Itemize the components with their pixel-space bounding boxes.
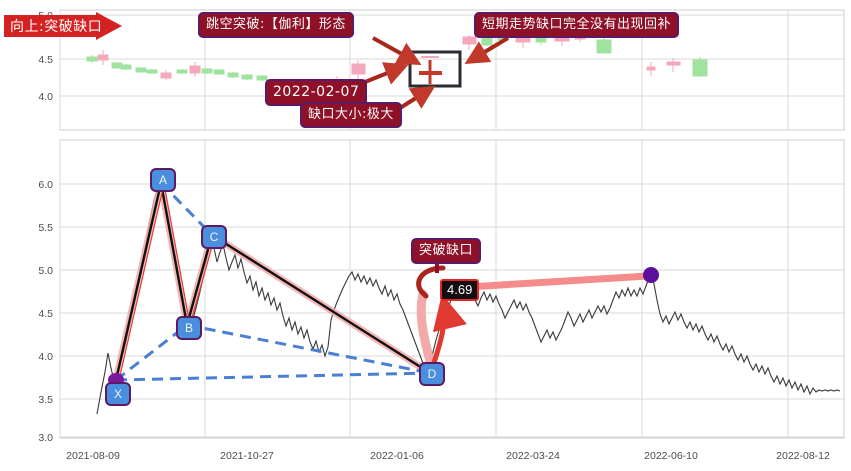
banner-up-gap: 向上:突破缺口 [4, 12, 128, 40]
top-ytick-1: 4.5 [38, 54, 53, 66]
pattern-legs [112, 179, 434, 384]
btm-ytick-5: 3.5 [38, 394, 53, 406]
bottom-panel-xticks: 2021-08-09 2021-10-27 2022-01-06 2022-03… [66, 450, 830, 462]
pattern-label-d: D [419, 362, 445, 386]
gap-prior-candle [421, 56, 439, 58]
btm-ytick-2: 5.0 [38, 265, 53, 277]
btm-xtick-0: 2021-08-09 [66, 450, 120, 462]
btm-ytick-6: 3.0 [38, 432, 53, 444]
pattern-label-a: A [150, 168, 176, 192]
anno-breakout-gap: 突破缺口 [411, 238, 482, 264]
top-ytick-2: 4.0 [38, 91, 53, 103]
anno-no-fill: 短期走势缺口完全没有出现回补 [474, 12, 680, 38]
btm-ytick-3: 4.5 [38, 308, 53, 320]
pattern-label-c: C [201, 225, 227, 249]
anno-date: 2022-02-07 [265, 79, 368, 106]
btm-xtick-5: 2022-08-12 [776, 450, 830, 462]
banner-up-gap-text: 向上:突破缺口 [10, 19, 103, 35]
price-marker-label: 4.69 [440, 279, 480, 301]
banner-arrow-shape [4, 12, 122, 40]
top-annotation-arrows [344, 36, 510, 110]
anno-gap-size: 缺口大小:极大 [300, 102, 402, 128]
btm-ytick-4: 4.0 [38, 351, 53, 363]
btm-ytick-0: 6.0 [38, 179, 53, 191]
btm-ytick-1: 5.5 [38, 222, 53, 234]
bottom-panel-yticks: 6.0 5.5 5.0 4.5 4.0 3.5 3.0 [38, 179, 53, 444]
pattern-label-b: B [176, 316, 202, 340]
anno-gap-pattern: 跳空突破:【伽利】形态 [198, 12, 354, 38]
btm-xtick-3: 2022-03-24 [506, 450, 560, 462]
pattern-label-x: X [105, 382, 131, 406]
btm-xtick-1: 2021-10-27 [220, 450, 274, 462]
btm-xtick-4: 2022-06-10 [644, 450, 698, 462]
btm-xtick-2: 2022-01-06 [370, 450, 424, 462]
